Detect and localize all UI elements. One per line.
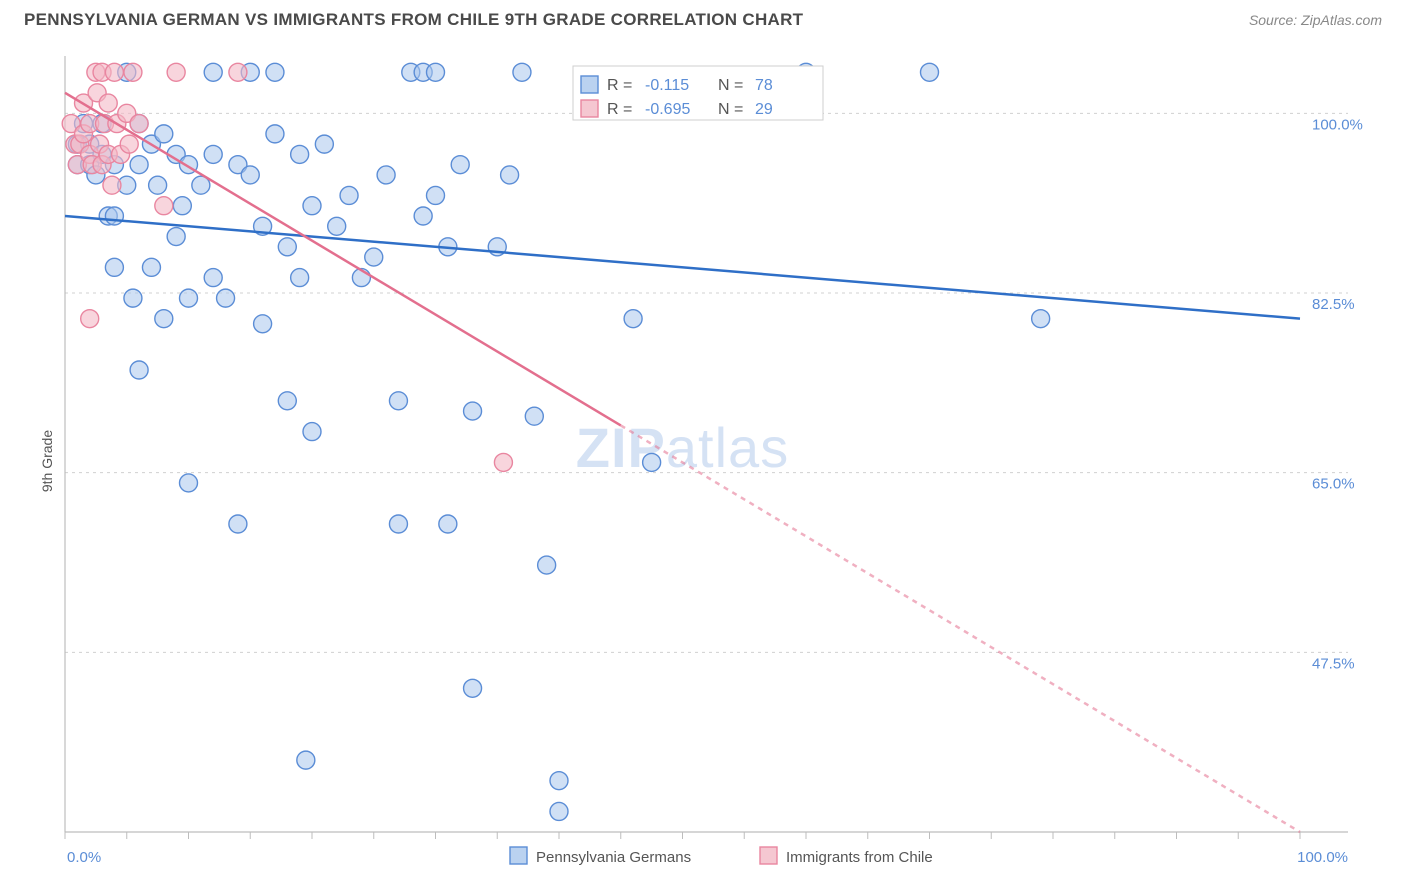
data-point bbox=[130, 115, 148, 133]
data-point bbox=[217, 289, 235, 307]
data-point bbox=[464, 402, 482, 420]
corr-n-label: N = bbox=[718, 77, 743, 94]
data-point bbox=[377, 166, 395, 184]
data-point bbox=[180, 474, 198, 492]
data-point bbox=[155, 197, 173, 215]
data-point bbox=[254, 315, 272, 333]
legend-swatch bbox=[760, 847, 777, 864]
data-point bbox=[525, 407, 543, 425]
y-tick-label: 100.0% bbox=[1312, 116, 1363, 133]
data-point bbox=[538, 556, 556, 574]
chart-title: PENNSYLVANIA GERMAN VS IMMIGRANTS FROM C… bbox=[24, 10, 803, 30]
data-point bbox=[81, 310, 99, 328]
data-point bbox=[365, 248, 383, 266]
data-point bbox=[494, 453, 512, 471]
corr-r-label: R = bbox=[607, 77, 632, 94]
data-point bbox=[464, 679, 482, 697]
data-point bbox=[291, 145, 309, 163]
corr-r-value: -0.695 bbox=[645, 101, 690, 118]
data-point bbox=[389, 515, 407, 533]
corr-n-value: 78 bbox=[755, 77, 773, 94]
legend-swatch bbox=[510, 847, 527, 864]
data-point bbox=[173, 197, 191, 215]
data-point bbox=[124, 63, 142, 81]
data-point bbox=[303, 197, 321, 215]
corr-n-label: N = bbox=[718, 101, 743, 118]
corr-n-value: 29 bbox=[755, 101, 773, 118]
data-point bbox=[155, 310, 173, 328]
data-point bbox=[315, 135, 333, 153]
data-point bbox=[105, 63, 123, 81]
scatter-chart: 47.5% 65.0% 82.5% 100.0% 0.0% 100.0% ZIPatlas R… bbox=[20, 42, 1398, 880]
data-point bbox=[180, 289, 198, 307]
data-point bbox=[550, 802, 568, 820]
legend-label: Pennsylvania Germans bbox=[536, 849, 691, 866]
trend-line-dashed bbox=[621, 425, 1300, 832]
legend-swatch bbox=[581, 76, 598, 93]
corr-r-value: -0.115 bbox=[645, 77, 689, 94]
data-point bbox=[297, 751, 315, 769]
y-axis-label: 9th Grade bbox=[39, 430, 55, 492]
data-point bbox=[303, 423, 321, 441]
data-point bbox=[105, 207, 123, 225]
y-tick-label: 65.0% bbox=[1312, 476, 1355, 493]
data-point bbox=[291, 269, 309, 287]
data-point bbox=[427, 186, 445, 204]
data-point bbox=[513, 63, 531, 81]
data-point bbox=[427, 63, 445, 81]
data-point bbox=[149, 176, 167, 194]
data-point bbox=[229, 515, 247, 533]
watermark: ZIPatlas bbox=[576, 416, 789, 479]
data-point bbox=[241, 166, 259, 184]
data-point bbox=[105, 258, 123, 276]
data-point bbox=[624, 310, 642, 328]
data-point bbox=[229, 63, 247, 81]
data-point bbox=[130, 156, 148, 174]
data-point bbox=[204, 63, 222, 81]
data-point bbox=[501, 166, 519, 184]
corr-r-label: R = bbox=[607, 101, 632, 118]
data-point bbox=[266, 63, 284, 81]
data-point bbox=[120, 135, 138, 153]
data-point bbox=[204, 269, 222, 287]
chart-container: 9th Grade 47.5% 65.0% 82.5% 100.0% 0.0% 100.0… bbox=[20, 42, 1398, 880]
data-point bbox=[414, 207, 432, 225]
data-point bbox=[103, 176, 121, 194]
data-point bbox=[439, 515, 457, 533]
y-tick-label: 82.5% bbox=[1312, 296, 1355, 313]
data-point bbox=[142, 258, 160, 276]
trend-line bbox=[65, 216, 1300, 319]
data-point bbox=[328, 217, 346, 235]
data-point bbox=[451, 156, 469, 174]
data-point bbox=[278, 238, 296, 256]
data-point bbox=[99, 94, 117, 112]
legend-swatch bbox=[581, 100, 598, 117]
data-point bbox=[550, 772, 568, 790]
x-tick-label: 100.0% bbox=[1297, 849, 1348, 866]
chart-source: Source: ZipAtlas.com bbox=[1249, 12, 1382, 28]
data-point bbox=[204, 145, 222, 163]
x-tick-label: 0.0% bbox=[67, 849, 101, 866]
y-tick-label: 47.5% bbox=[1312, 655, 1355, 672]
data-point bbox=[1032, 310, 1050, 328]
data-point bbox=[167, 228, 185, 246]
data-point bbox=[155, 125, 173, 143]
data-point bbox=[340, 186, 358, 204]
data-point bbox=[643, 453, 661, 471]
data-point bbox=[124, 289, 142, 307]
data-point bbox=[921, 63, 939, 81]
data-point bbox=[130, 361, 148, 379]
legend-label: Immigrants from Chile bbox=[786, 849, 933, 866]
data-point bbox=[278, 392, 296, 410]
data-point bbox=[167, 63, 185, 81]
data-point bbox=[389, 392, 407, 410]
data-point bbox=[266, 125, 284, 143]
